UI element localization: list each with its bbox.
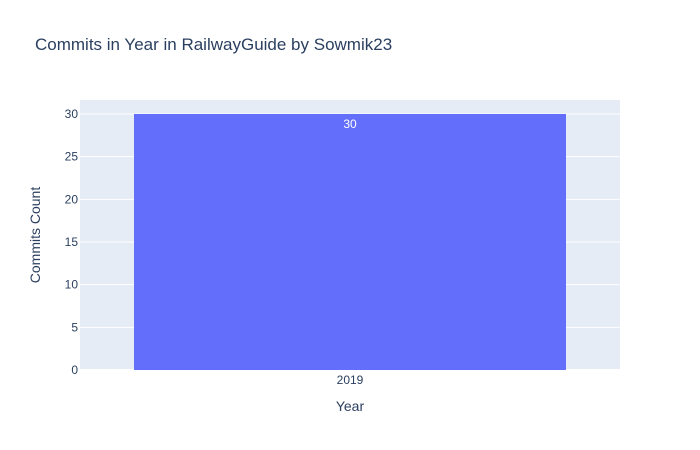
y-tick-label: 15 [65,235,79,249]
y-axis-title: Commits Count [27,187,43,284]
chart-title: Commits in Year in RailwayGuide by Sowmi… [35,35,392,54]
x-axis-title: Year [336,398,365,414]
data-label: 30 [343,117,357,131]
y-tick-label: 25 [65,150,79,164]
y-tick-label: 0 [71,363,78,377]
x-axis-ticks: 2019 [337,373,364,387]
bar[interactable] [134,114,566,370]
x-tick-label: 2019 [337,373,364,387]
bars [134,114,566,370]
y-tick-label: 20 [65,192,79,206]
data-labels: 30 [343,117,357,131]
y-tick-label: 30 [65,107,79,121]
y-tick-label: 10 [65,278,79,292]
y-tick-label: 5 [71,320,78,334]
y-axis-ticks: 0 5 10 15 20 25 30 [65,107,79,377]
